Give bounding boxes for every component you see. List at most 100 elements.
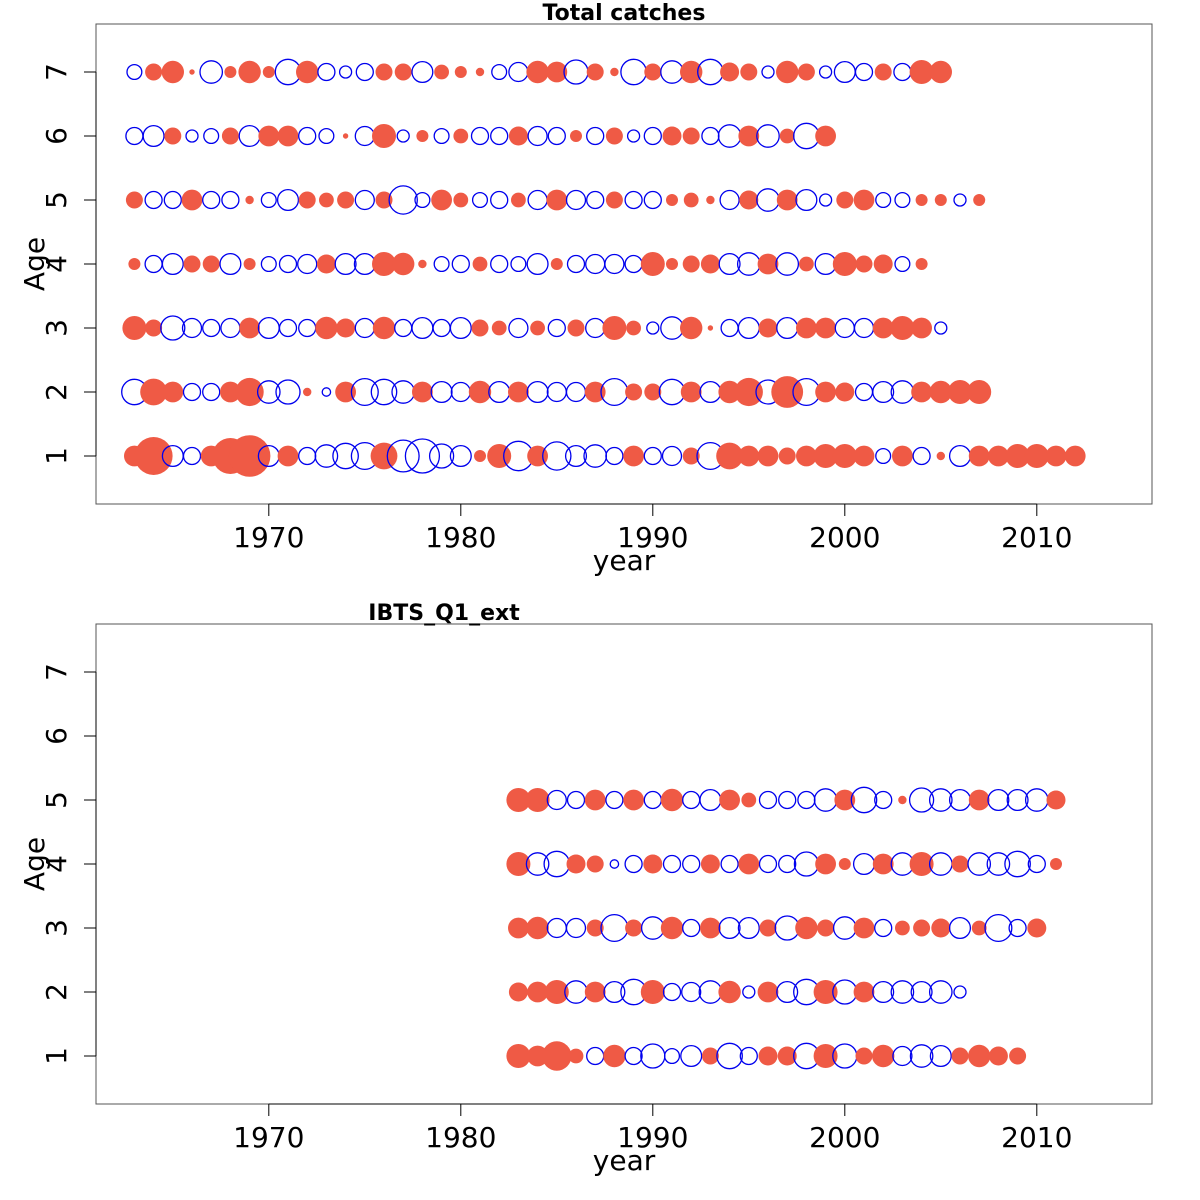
bubble-positive: [1050, 858, 1062, 870]
bubble-positive: [757, 253, 779, 275]
bubble-positive: [375, 191, 393, 209]
bubble-negative: [736, 252, 761, 276]
bubble-positive: [542, 1041, 572, 1071]
bubble-positive: [931, 918, 951, 938]
bubble-negative: [609, 859, 620, 869]
bubble-positive: [525, 788, 550, 812]
bubble-negative: [893, 62, 912, 82]
bubble-positive: [718, 980, 741, 1004]
bubble-negative: [260, 255, 277, 273]
bubble-positive: [243, 258, 256, 270]
bubble-positive: [853, 445, 875, 467]
bubble-positive: [640, 980, 665, 1004]
bubble-positive: [508, 126, 528, 146]
bubble-positive: [375, 63, 393, 81]
bubble-positive: [640, 252, 665, 276]
bubble-positive: [125, 191, 143, 209]
bubble-positive: [161, 60, 184, 84]
bubble-positive: [680, 316, 703, 340]
bubble-positive: [610, 67, 619, 77]
bubble-positive: [623, 789, 644, 811]
bubble-negative: [257, 316, 280, 340]
bubble-positive: [644, 63, 662, 81]
bubble-negative: [203, 127, 220, 145]
bubble-negative: [626, 129, 641, 143]
bubble-positive: [929, 380, 952, 404]
bubble-negative: [698, 980, 723, 1004]
bubble-negative: [298, 446, 317, 466]
bubble-negative: [890, 380, 915, 404]
bubble-positive: [603, 1044, 626, 1068]
bubble-positive: [813, 1044, 838, 1068]
bubble-positive: [832, 252, 857, 276]
bubble-positive: [122, 316, 147, 340]
bubble-positive: [757, 981, 779, 1003]
bubble-negative: [605, 446, 624, 466]
bubble-negative: [297, 253, 318, 275]
panel-total-catches: Total catches 1970 1980 1990 2000 2010 1 2 3 4 5…: [18, 1, 1153, 577]
x-axis: 1970 1980 1990 2000 2010: [233, 503, 1072, 554]
bubble-negative: [275, 379, 301, 405]
bubble-positive: [913, 919, 931, 937]
y-tick-label: 6: [40, 727, 73, 745]
y-tick-label: 6: [40, 127, 73, 145]
bubble-negative: [488, 380, 511, 404]
bubble-negative: [450, 381, 471, 403]
bubble-positive: [316, 254, 336, 274]
bubble-negative: [278, 318, 298, 338]
bubble-positive: [682, 447, 700, 465]
bubble-negative: [640, 916, 665, 940]
x-tick-label: 2010: [1001, 1121, 1072, 1154]
bubble-positive: [370, 442, 398, 470]
bubble-positive: [487, 444, 512, 468]
bubble-positive: [238, 60, 261, 84]
bubble-positive: [815, 317, 836, 339]
bubble-positive: [228, 435, 271, 477]
bubble-positive: [586, 63, 604, 81]
bubble-positive: [1024, 444, 1049, 468]
bubble-negative: [471, 191, 489, 209]
bubble-positive: [911, 381, 932, 403]
bubble-negative: [758, 790, 778, 810]
y-axis-title: Age: [18, 237, 51, 291]
panel-title: Total catches: [543, 1, 706, 26]
bubble-negative: [775, 252, 800, 276]
bubble-positive: [968, 789, 990, 811]
y-tick-label: 7: [40, 663, 73, 681]
bubble-positive: [796, 445, 817, 467]
bubble-positive: [740, 63, 758, 81]
bubble-positive: [164, 127, 182, 145]
bubble-negative: [219, 252, 242, 276]
bubble-positive: [815, 125, 836, 147]
bubble-negative: [742, 985, 756, 999]
bubble-positive: [511, 192, 526, 208]
bubble-negative: [199, 60, 224, 84]
bubble-negative: [909, 1044, 934, 1068]
x-axis: 1970 1980 1990 2000 2010: [233, 1103, 1072, 1154]
bubble-positive: [817, 919, 835, 937]
bubble-positive: [602, 316, 627, 340]
bubble-negative: [332, 442, 359, 470]
bubble-negative: [852, 852, 876, 876]
bubble-negative: [850, 786, 878, 814]
bubble-negative: [565, 917, 587, 939]
bubble-negative: [394, 318, 413, 338]
bubble-negative: [756, 124, 780, 148]
bubble-negative: [564, 444, 588, 468]
bubble-positive: [337, 191, 355, 209]
bubble-positive: [412, 381, 433, 403]
bubble-positive: [145, 63, 163, 81]
bubble-positive: [719, 789, 740, 811]
bubble-negative: [661, 445, 683, 467]
bubble-positive: [701, 1047, 719, 1065]
bubble-positive: [776, 189, 798, 211]
bubble-positive: [915, 258, 928, 270]
bubble-negative: [430, 380, 453, 404]
x-tick-label: 2010: [1001, 521, 1072, 554]
x-tick-label: 1990: [617, 1121, 688, 1154]
bubble-negative: [126, 63, 143, 81]
bubble-negative: [202, 318, 221, 338]
bubble-negative: [948, 444, 972, 468]
bubble-positive: [706, 195, 715, 205]
bubble-negative: [948, 788, 972, 812]
